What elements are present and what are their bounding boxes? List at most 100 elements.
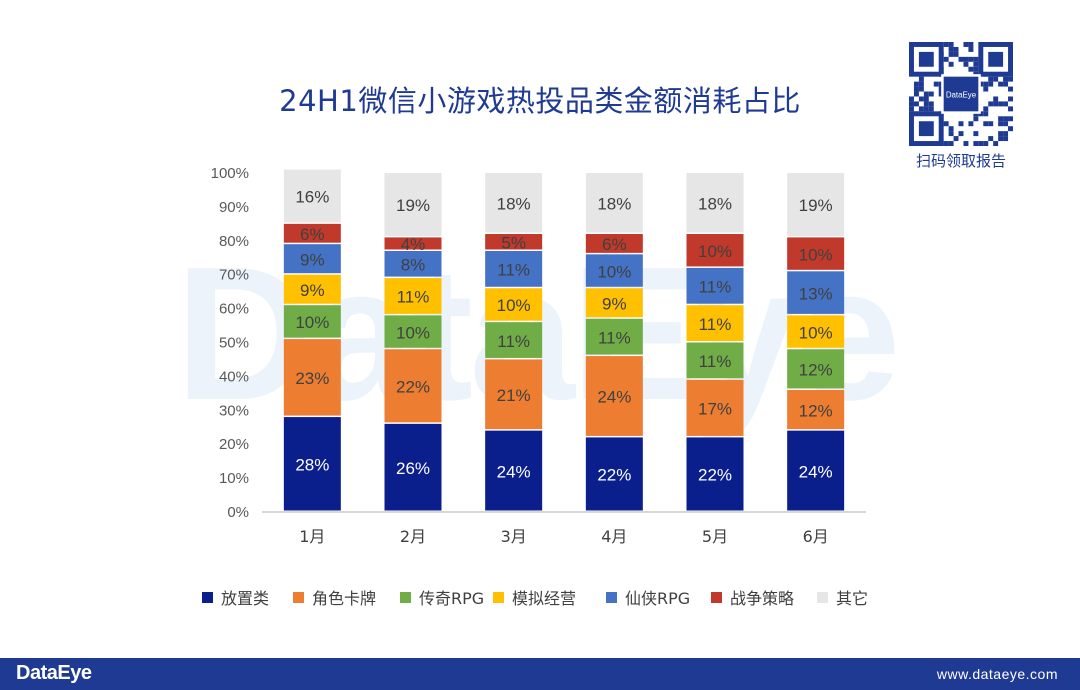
y-tick-label: 10% bbox=[219, 470, 249, 487]
qr-module bbox=[963, 61, 969, 67]
bar-segment bbox=[585, 288, 643, 318]
data-label: 28% bbox=[295, 456, 329, 475]
data-label: 9% bbox=[300, 250, 325, 269]
legend-swatch bbox=[202, 592, 213, 603]
qr-module bbox=[948, 126, 954, 132]
qr-module bbox=[983, 121, 989, 127]
qr-module bbox=[953, 51, 959, 57]
bar-segment bbox=[787, 237, 845, 270]
data-label: 12% bbox=[799, 361, 833, 380]
qr-module bbox=[1008, 116, 1013, 122]
qr-module bbox=[909, 106, 914, 112]
y-tick-label: 70% bbox=[219, 267, 249, 284]
qr-module bbox=[1008, 96, 1013, 102]
data-label: 11% bbox=[699, 352, 732, 371]
bar-segment bbox=[485, 250, 543, 287]
legend-label: 角色卡牌 bbox=[312, 589, 376, 608]
data-label: 11% bbox=[598, 328, 631, 347]
data-label: 11% bbox=[699, 315, 732, 334]
bar-segment bbox=[283, 244, 341, 274]
qr-module bbox=[958, 56, 964, 62]
qr-module bbox=[988, 81, 994, 87]
qr-module bbox=[909, 101, 914, 107]
qr-module bbox=[973, 66, 979, 72]
bar-segment bbox=[686, 267, 744, 304]
qr-module bbox=[1003, 81, 1009, 87]
qr-module bbox=[968, 46, 974, 52]
data-label: 10% bbox=[497, 296, 531, 315]
bar-segment bbox=[384, 278, 442, 314]
qr-module bbox=[983, 81, 989, 87]
qr-module bbox=[963, 56, 969, 62]
qr-module bbox=[933, 81, 939, 87]
data-label: 11% bbox=[699, 278, 732, 297]
qr-module bbox=[988, 121, 994, 127]
x-tick-label: 4月 bbox=[601, 527, 627, 546]
qr-module bbox=[948, 46, 954, 52]
chart-title: 24H1微信小游戏热投品类金额消耗占比 bbox=[279, 84, 801, 118]
data-label: 13% bbox=[799, 284, 833, 303]
legend-swatch bbox=[606, 592, 617, 603]
legend-swatch bbox=[293, 592, 304, 603]
bar-segment bbox=[686, 173, 744, 233]
qr-logo bbox=[943, 76, 979, 112]
bar-segment bbox=[686, 342, 744, 379]
y-tick-label: 0% bbox=[227, 504, 249, 521]
y-tick-label: 90% bbox=[219, 199, 249, 216]
data-label: 22% bbox=[698, 466, 732, 485]
footer-bar: DataEye www.dataeye.com bbox=[0, 658, 1080, 690]
bar-segment bbox=[384, 237, 442, 250]
data-label: 19% bbox=[396, 196, 430, 215]
data-label: 26% bbox=[396, 459, 430, 478]
data-label: 9% bbox=[300, 281, 325, 300]
qr-module bbox=[963, 42, 969, 47]
qr-module bbox=[998, 121, 1004, 127]
bar-segment bbox=[485, 322, 543, 358]
qr-module bbox=[923, 96, 929, 102]
data-label: 10% bbox=[597, 262, 631, 281]
qr-module bbox=[1003, 116, 1009, 122]
qr-module bbox=[998, 101, 1004, 107]
data-label: 22% bbox=[597, 466, 631, 485]
bar-segment bbox=[787, 271, 845, 314]
qr-module bbox=[928, 91, 934, 97]
qr-module bbox=[1008, 76, 1013, 82]
bar-segment bbox=[384, 349, 442, 423]
qr-module bbox=[928, 101, 934, 107]
bar-segment bbox=[787, 315, 845, 348]
qr-module bbox=[998, 81, 1004, 87]
bar-segment bbox=[384, 315, 442, 348]
x-tick-label: 6月 bbox=[803, 527, 829, 546]
x-tick-label: 2月 bbox=[400, 527, 426, 546]
bar-segment bbox=[585, 254, 643, 287]
qr-finder bbox=[918, 121, 934, 137]
qr-module bbox=[993, 141, 999, 146]
data-label: 9% bbox=[602, 295, 627, 314]
qr-module bbox=[993, 76, 999, 82]
qr-module bbox=[963, 141, 969, 146]
y-tick-label: 20% bbox=[219, 436, 249, 453]
qr-module bbox=[1008, 126, 1013, 132]
data-label: 10% bbox=[698, 242, 732, 261]
bar-segment bbox=[585, 356, 643, 436]
qr-module bbox=[943, 42, 949, 47]
qr-module bbox=[913, 101, 919, 107]
data-label: 11% bbox=[497, 332, 530, 351]
legend-swatch bbox=[400, 592, 411, 603]
qr-module bbox=[973, 116, 979, 122]
bar-segment bbox=[585, 173, 643, 233]
data-label: 24% bbox=[597, 388, 631, 407]
bar-segment bbox=[787, 430, 845, 511]
qr-module bbox=[988, 101, 994, 107]
qr-module bbox=[923, 106, 929, 112]
qr-module bbox=[1003, 131, 1009, 137]
y-tick-label: 100% bbox=[211, 165, 249, 182]
data-label: 23% bbox=[295, 369, 329, 388]
bar-segment bbox=[283, 169, 341, 223]
bar-segment bbox=[485, 430, 543, 511]
bar-segment bbox=[283, 223, 341, 243]
legend-label: 战争策略 bbox=[730, 589, 794, 608]
qr-module bbox=[913, 86, 919, 92]
legend-label: 放置类 bbox=[221, 589, 269, 608]
bar-segment bbox=[384, 173, 442, 236]
